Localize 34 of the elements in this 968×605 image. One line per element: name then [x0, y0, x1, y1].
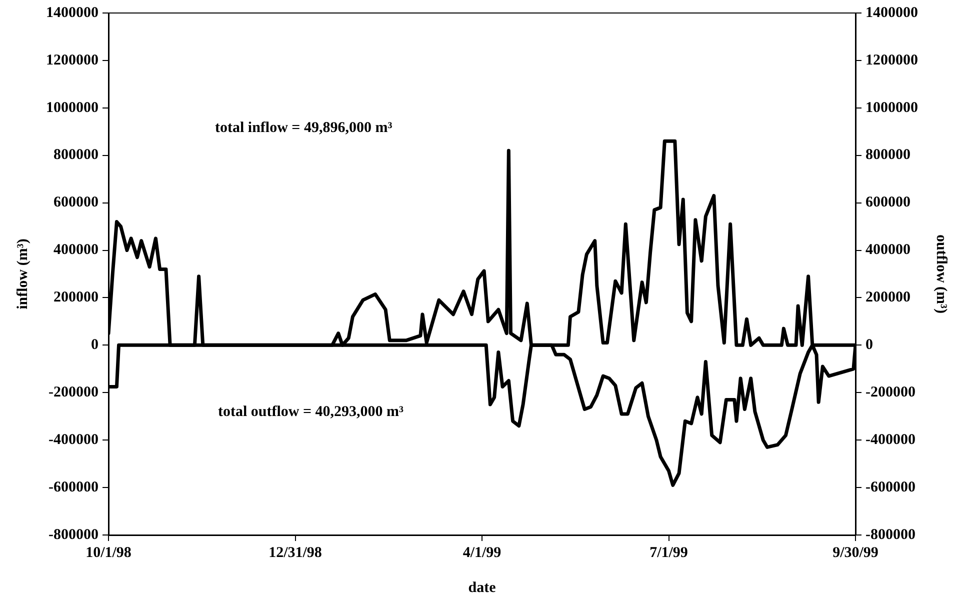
y-tick-label: 600000 [54, 194, 98, 211]
y2-tick-label: 200000 [866, 290, 910, 306]
y2-tick-label: 600000 [866, 194, 910, 211]
annotation: total inflow = 49,896,000 m³ [215, 120, 392, 137]
x-tick-label: 7/1/99 [650, 544, 688, 561]
y-tick-label: -800000 [48, 526, 98, 543]
y-tick-label: -600000 [48, 479, 98, 496]
annotation: total outflow = 40,293,000 m³ [218, 404, 404, 421]
y2-axis-title: outflow (m³) [933, 234, 950, 314]
x-tick-label: 4/1/99 [462, 544, 502, 561]
x-tick-label: 10/1/98 [86, 544, 132, 561]
y-tick-label: -400000 [48, 432, 98, 448]
y-axis-title: inflow (m³) [14, 238, 31, 310]
y2-tick-label: 0 [866, 337, 873, 354]
y-tick-label: 1400000 [46, 4, 98, 21]
y-tick-label: 800000 [54, 147, 98, 164]
y2-tick-label: -400000 [866, 432, 916, 448]
y2-tick-label: -600000 [866, 479, 916, 496]
y2-tick-label: 400000 [866, 242, 910, 258]
y-tick-label: 1000000 [46, 100, 98, 116]
y2-tick-label: -200000 [866, 384, 916, 401]
y-tick-label: 400000 [54, 242, 98, 258]
x-axis-title: date [468, 580, 496, 596]
x-tick-label: 12/31/98 [268, 544, 322, 561]
x-tick-label: 9/30/99 [832, 544, 878, 561]
y-tick-label: -200000 [48, 384, 98, 401]
y-tick-label: 1200000 [46, 52, 98, 68]
y2-tick-label: -800000 [866, 526, 916, 543]
y2-tick-label: 1400000 [866, 4, 918, 21]
y-tick-label: 0 [91, 337, 98, 354]
y2-tick-label: 800000 [866, 147, 910, 164]
y2-tick-label: 1200000 [866, 52, 918, 68]
y2-tick-label: 1000000 [866, 100, 918, 116]
y-tick-label: 200000 [54, 290, 98, 306]
